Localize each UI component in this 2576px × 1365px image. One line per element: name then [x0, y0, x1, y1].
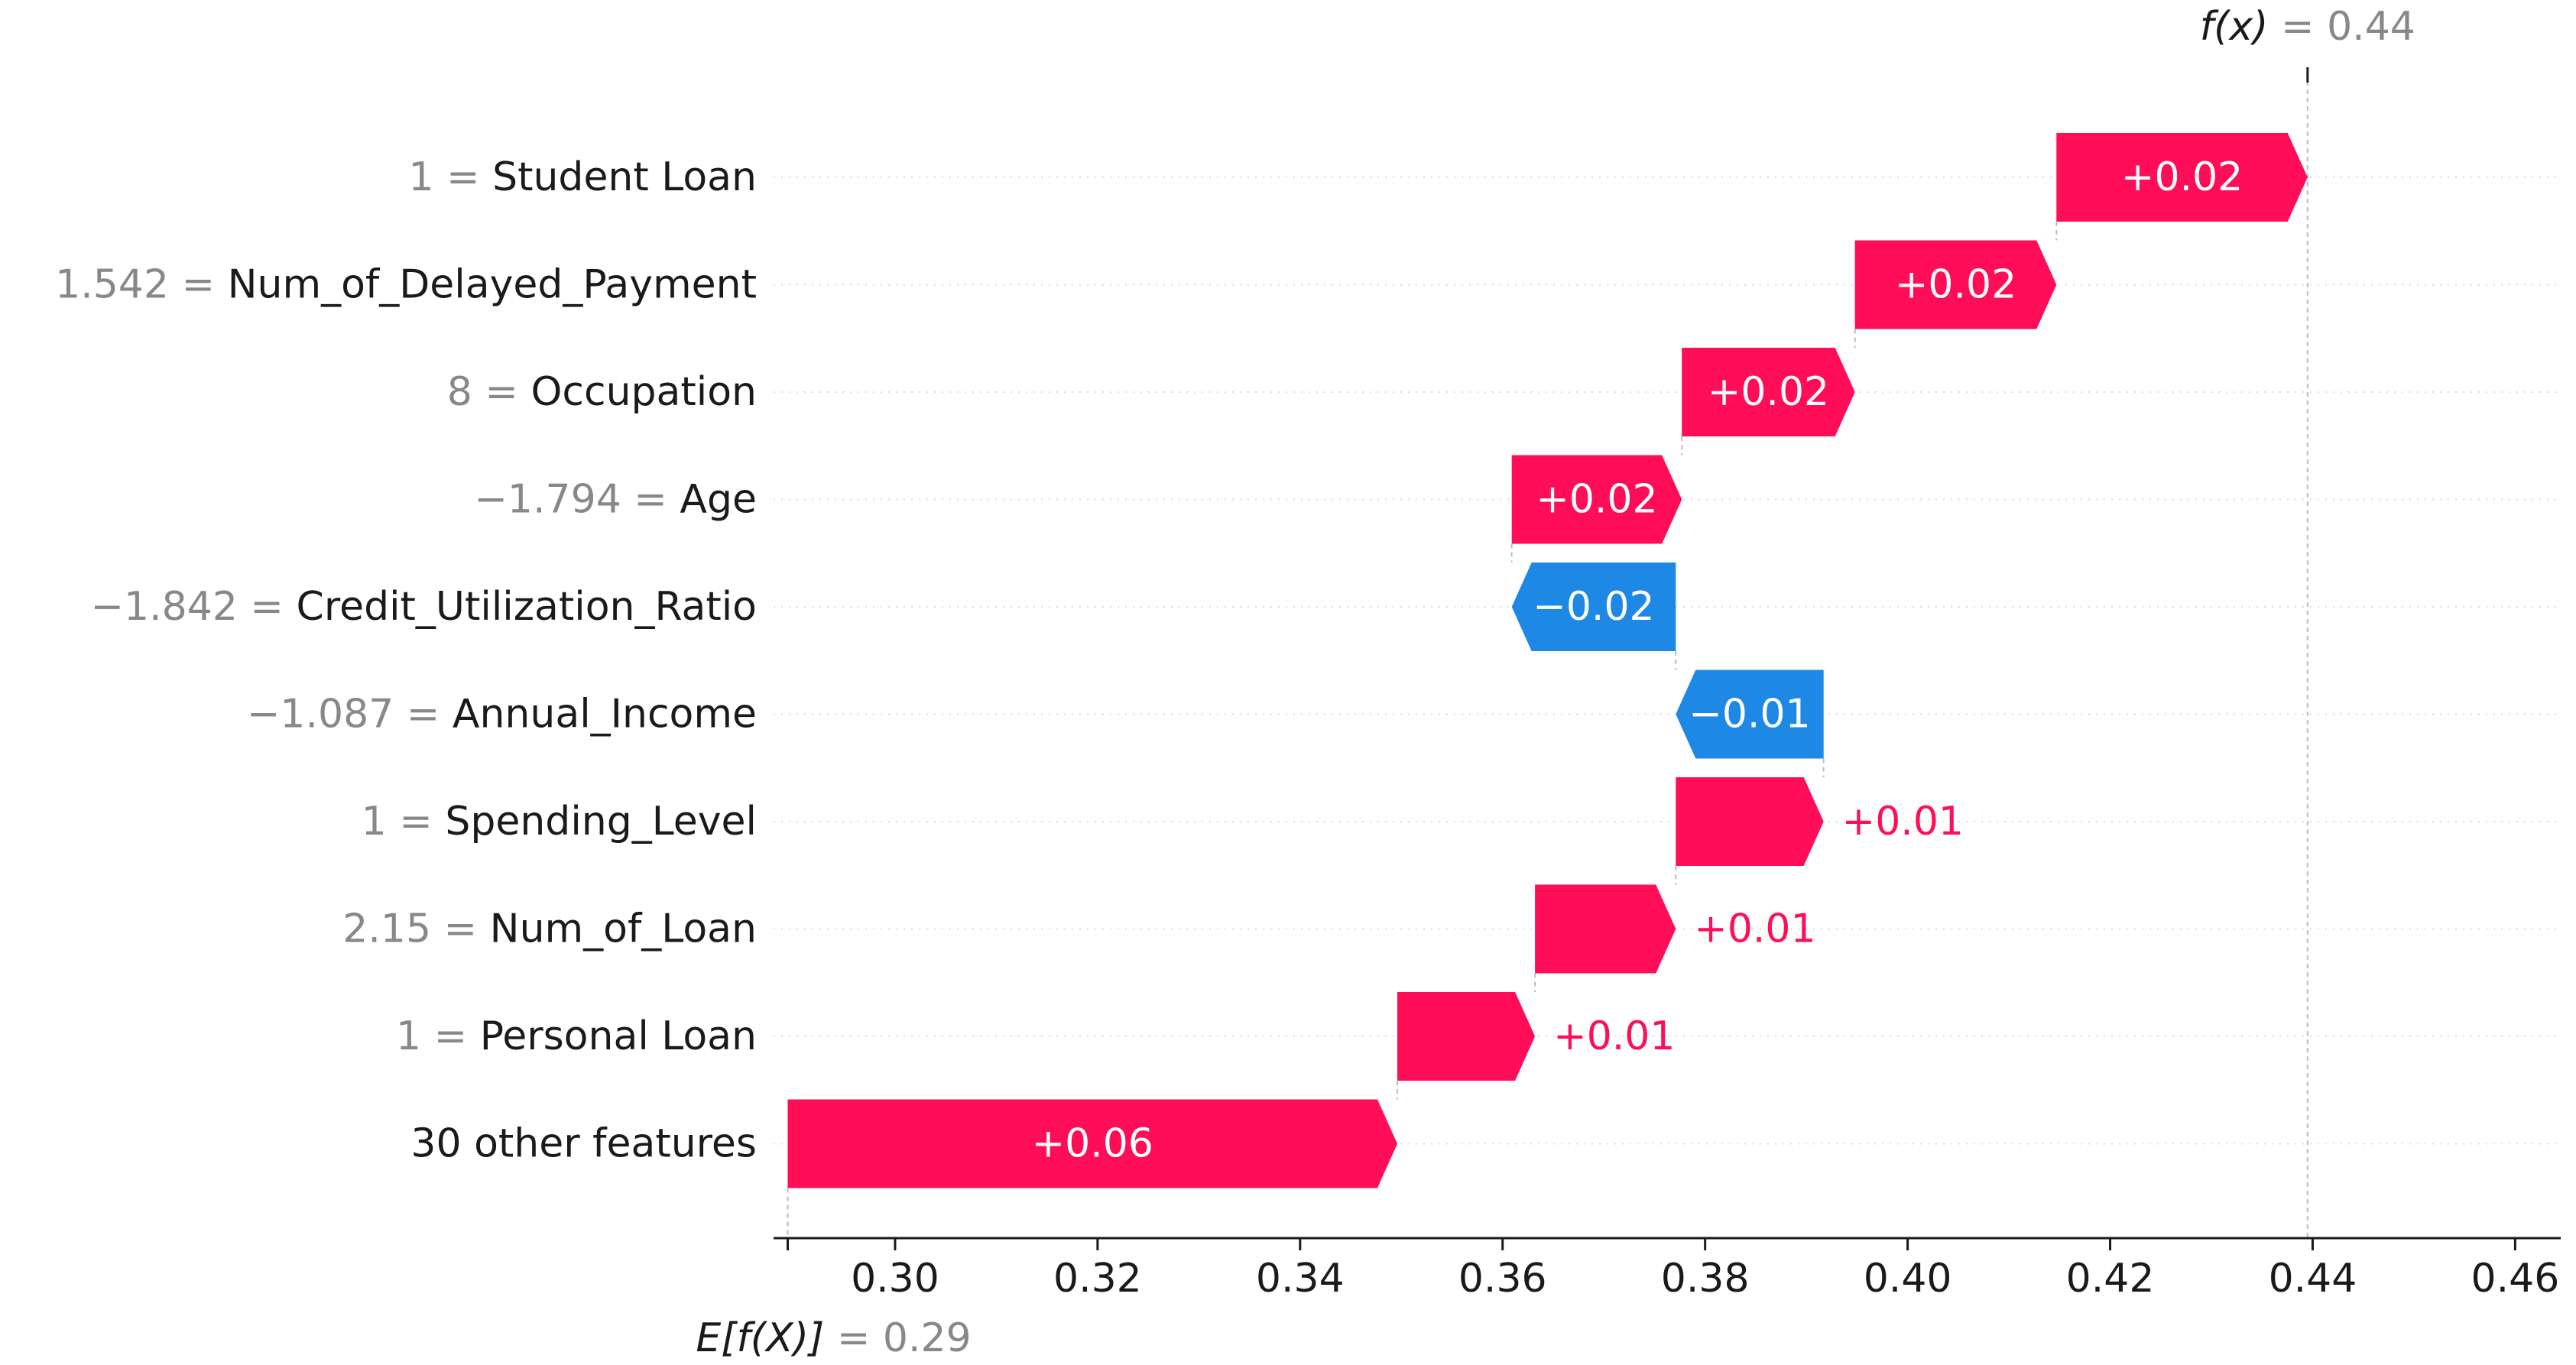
bar-value-label: −0.02	[1533, 584, 1654, 630]
x-tick-label: 0.30	[851, 1256, 939, 1302]
bar-positive	[2056, 133, 2308, 222]
output-value-label: f(x)	[2200, 4, 2281, 50]
feature-value: 2.15 =	[342, 906, 489, 952]
feature-value: −1.842 =	[90, 584, 296, 630]
feature-name: Age	[680, 477, 757, 523]
feature-label: 1.542 = Num_of_Delayed_Payment	[55, 262, 757, 308]
feature-value: 8 =	[447, 369, 531, 415]
bar-positive	[1682, 348, 1855, 436]
bar-value-label: +0.02	[1708, 369, 1829, 415]
x-tick-label: 0.46	[2471, 1256, 2560, 1302]
feature-value: 1 =	[408, 154, 492, 200]
bar-positive	[1397, 992, 1536, 1081]
feature-value: 1 =	[396, 1013, 480, 1059]
feature-name: Annual_Income	[453, 692, 757, 738]
feature-label: −1.087 = Annual_Income	[247, 692, 757, 738]
x-tick-label: 0.38	[1661, 1256, 1750, 1302]
bar-value-label: +0.02	[1895, 262, 2016, 308]
bar-value-label: +0.02	[2121, 154, 2243, 200]
feature-label: −1.794 = Age	[474, 477, 757, 523]
x-tick-label: 0.34	[1256, 1256, 1345, 1302]
bar-positive	[1676, 777, 1824, 866]
output-value-annotation: f(x) = 0.44	[2200, 4, 2415, 50]
feature-value: −1.087 =	[247, 692, 453, 738]
bar-value-label: +0.02	[1536, 477, 1657, 523]
bar-value-label: +0.01	[1842, 799, 1964, 845]
expected-value-number: = 0.29	[837, 1315, 972, 1361]
x-tick-label: 0.42	[2066, 1256, 2155, 1302]
bar-positive	[787, 1099, 1397, 1188]
feature-name: 30 other features	[410, 1121, 757, 1167]
bar-negative	[1676, 670, 1824, 759]
bar-negative	[1511, 563, 1676, 651]
feature-label: 30 other features	[410, 1121, 757, 1167]
feature-label: 1 = Personal Loan	[396, 1013, 757, 1059]
bar-positive	[1854, 240, 2057, 329]
x-tick-label: 0.32	[1053, 1256, 1142, 1302]
feature-label: 2.15 = Num_of_Loan	[342, 906, 757, 952]
feature-name: Spending_Level	[445, 799, 757, 845]
feature-name: Occupation	[530, 369, 757, 415]
feature-name: Credit_Utilization_Ratio	[297, 584, 757, 630]
x-tick-label: 0.36	[1458, 1256, 1547, 1302]
feature-name: Student Loan	[492, 154, 757, 200]
bar-value-label: +0.01	[1694, 906, 1815, 952]
bar-value-label: −0.01	[1689, 692, 1810, 738]
feature-value: −1.794 =	[474, 477, 680, 523]
feature-label: 1 = Spending_Level	[362, 799, 757, 845]
bar-value-label: +0.01	[1553, 1013, 1675, 1059]
feature-name: Num_of_Loan	[490, 906, 757, 952]
feature-value: 1.542 =	[55, 262, 228, 308]
expected-value-annotation: E[f(X)] = 0.29	[696, 1315, 971, 1361]
feature-name: Num_of_Delayed_Payment	[228, 262, 757, 308]
x-tick-label: 0.44	[2269, 1256, 2357, 1302]
x-tick-label: 0.40	[1864, 1256, 1952, 1302]
feature-name: Personal Loan	[480, 1013, 757, 1059]
feature-value: 1 =	[362, 799, 446, 845]
feature-label: 1 = Student Loan	[408, 154, 757, 200]
expected-value-label: E[f(X)]	[696, 1315, 836, 1361]
feature-label: −1.842 = Credit_Utilization_Ratio	[90, 584, 757, 630]
bar-value-label: +0.06	[1032, 1121, 1153, 1167]
output-value-number: = 0.44	[2281, 4, 2415, 50]
bar-positive	[1535, 884, 1676, 974]
bar-positive	[1511, 455, 1682, 544]
feature-label: 8 = Occupation	[447, 369, 757, 415]
